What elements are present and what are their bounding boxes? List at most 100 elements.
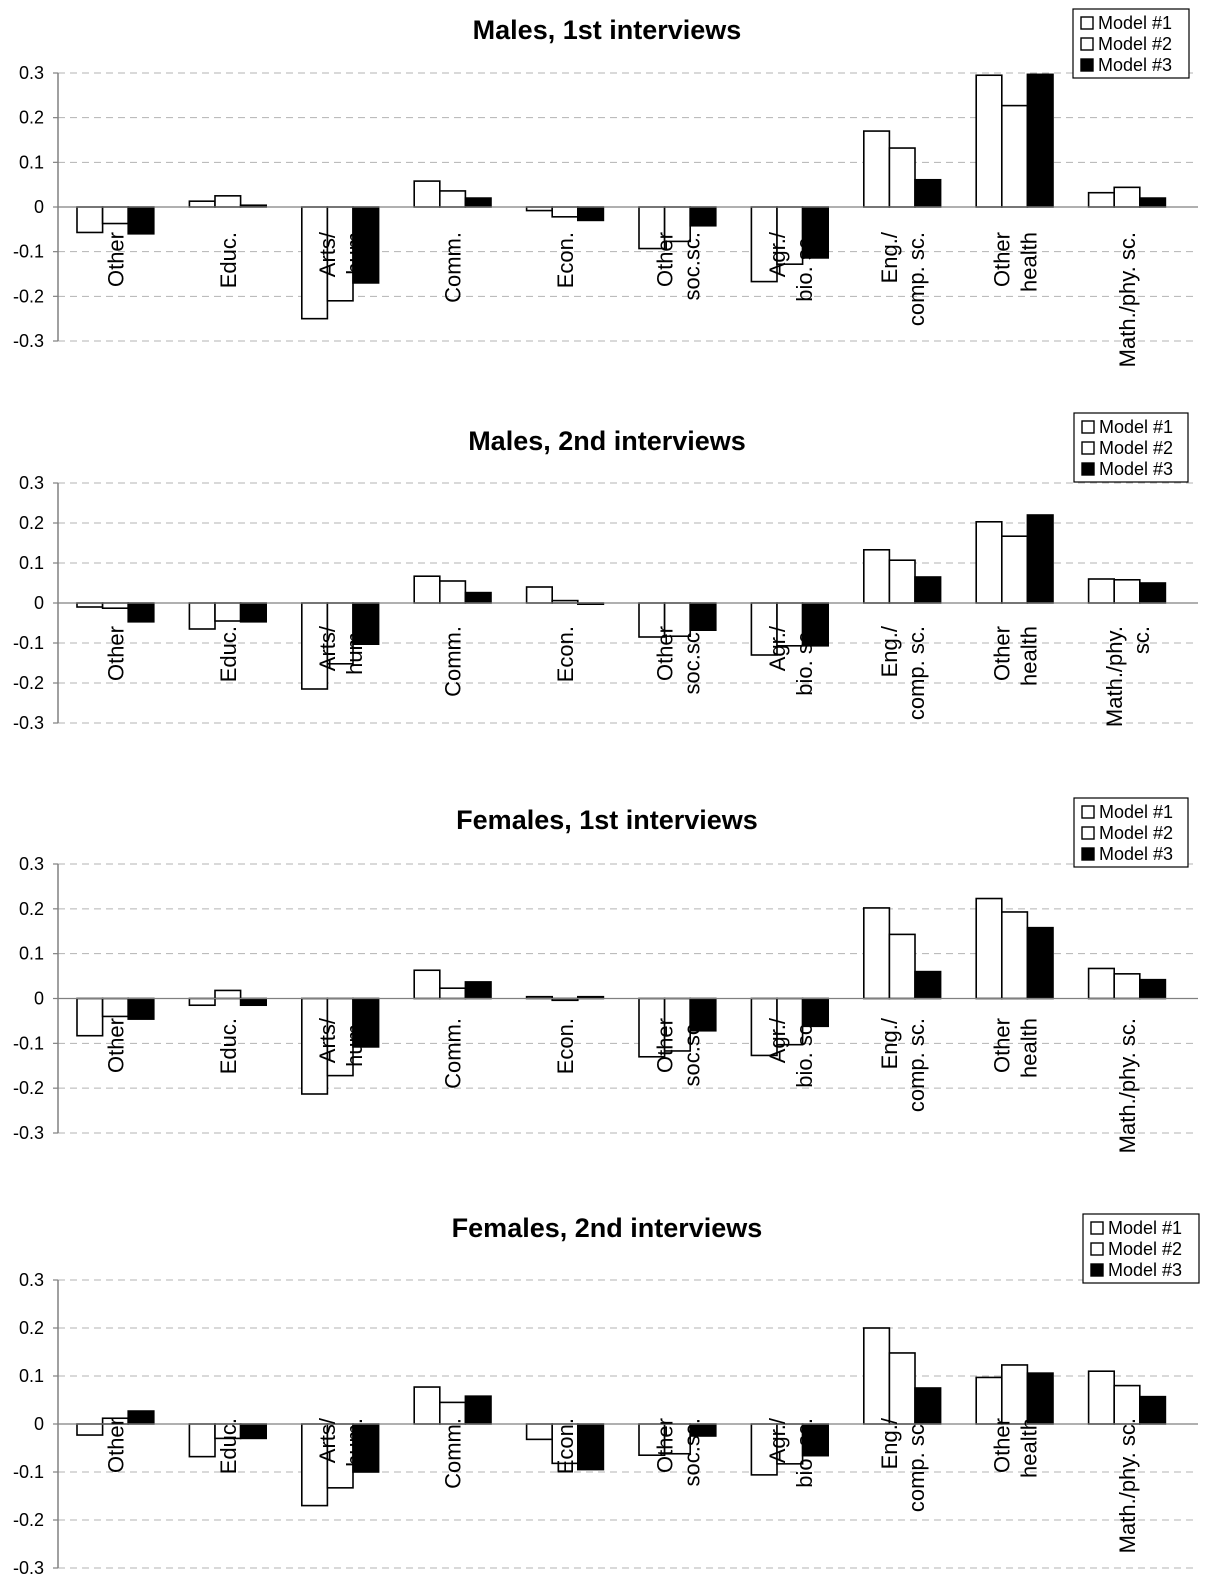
category-label: Othersoc.sc. <box>652 626 704 694</box>
y-tick-label: -0.1 <box>13 1033 44 1053</box>
y-tick-label: -0.2 <box>13 1510 44 1530</box>
category-label: Arts/hum. <box>315 1017 367 1067</box>
bar-model-3 <box>464 981 492 1000</box>
legend-label: Model #3 <box>1098 55 1172 75</box>
bar-model-2 <box>663 997 691 1052</box>
bar-model-2 <box>663 206 691 243</box>
legend-swatch <box>1090 1242 1104 1256</box>
category-label: Otherhealth <box>990 1018 1042 1078</box>
y-tick-label: -0.3 <box>13 1123 44 1143</box>
bar-model-3 <box>914 178 942 208</box>
y-tick-label: 0.2 <box>19 513 44 533</box>
bar-model-1 <box>975 897 1003 1000</box>
bar-model-3 <box>1139 197 1167 208</box>
category-label: Econ. <box>553 1418 578 1474</box>
chart-title: Females, 2nd interviews <box>452 1213 763 1243</box>
bar-model-2 <box>888 147 916 208</box>
bar-model-3 <box>464 591 492 604</box>
bar-model-3 <box>127 1410 155 1425</box>
bar-model-3 <box>239 997 268 1007</box>
bar-model-1 <box>300 1423 329 1507</box>
category-label: Agr./bio. sc. <box>765 1017 817 1088</box>
bar-model-1 <box>413 1386 441 1425</box>
legend-label: Model #2 <box>1108 1239 1182 1259</box>
bar-model-2 <box>663 602 691 638</box>
bar-model-2 <box>888 559 916 604</box>
bar-model-1 <box>862 907 891 1000</box>
bar-model-2 <box>438 987 467 1000</box>
bar-model-2 <box>438 190 467 208</box>
bar-model-2 <box>1000 104 1029 208</box>
bar-model-1 <box>76 206 104 234</box>
category-label: Eng./comp. sc. <box>877 1017 929 1112</box>
bar-model-1 <box>1087 1370 1115 1425</box>
bar-model-3 <box>127 602 155 623</box>
bar-model-3 <box>1026 1372 1054 1425</box>
bar-model-3 <box>239 602 268 623</box>
bar-model-3 <box>914 1387 942 1425</box>
chart-panel-4: Females, 2nd interviews 0.3 0.2 0.1 0 -0.1 -0.… <box>13 1213 1200 1578</box>
bar-model-2 <box>1113 186 1141 208</box>
y-tick-label: 0.3 <box>19 63 44 83</box>
category-label: Comm. <box>441 1418 466 1489</box>
y-tick-label: -0.3 <box>13 1558 44 1578</box>
bar-model-1 <box>750 206 778 283</box>
legend-swatch <box>1080 37 1094 51</box>
bar-model-3 <box>352 602 380 646</box>
chart-title: Males, 2nd interviews <box>468 426 746 456</box>
bar-model-1 <box>975 520 1003 604</box>
y-tick-label: -0.3 <box>13 331 44 351</box>
bar-model-3 <box>801 602 829 647</box>
category-label: Agr./bio. sc. <box>765 231 817 302</box>
bar-model-1 <box>638 206 666 250</box>
category-label: Othersoc.sc. <box>652 1418 704 1486</box>
y-tick-label: 0.2 <box>19 899 44 919</box>
bar-model-2 <box>888 933 916 1000</box>
y-tick-label: 0 <box>34 593 44 613</box>
y-tick-label: 0 <box>34 1414 44 1434</box>
y-tick-label: 0.3 <box>19 473 44 493</box>
category-label: Other <box>103 1018 128 1073</box>
category-label: Eng./comp. sc. <box>877 625 929 720</box>
category-label: Comm. <box>441 1018 466 1089</box>
legend-swatch <box>1081 805 1095 819</box>
bar-model-1 <box>1087 191 1115 208</box>
bar-model-2 <box>438 580 467 604</box>
category-label: Agr./bio. sc. <box>765 625 817 696</box>
bar-model-2 <box>101 602 129 609</box>
category-label: Othersoc.sc. <box>652 1018 704 1086</box>
y-tick-label: 0.2 <box>19 1318 44 1338</box>
bar-model-3 <box>352 997 380 1048</box>
category-label: Comm. <box>441 626 466 697</box>
bar-model-1 <box>862 1327 891 1425</box>
category-label: Comm. <box>441 232 466 303</box>
y-tick-label: 0.1 <box>19 1366 44 1386</box>
bar-model-1 <box>975 1376 1003 1425</box>
y-tick-label: -0.2 <box>13 673 44 693</box>
legend-swatch <box>1080 58 1094 72</box>
bar-model-1 <box>188 602 216 630</box>
bar-model-2 <box>326 206 354 302</box>
category-label: Educ. <box>216 626 241 682</box>
legend-label: Model #1 <box>1098 13 1172 33</box>
bar-model-2 <box>101 997 129 1018</box>
bar-model-3 <box>689 206 717 227</box>
y-tick-label: -0.3 <box>13 713 44 733</box>
legend-swatch <box>1081 462 1095 476</box>
bar-model-3 <box>801 997 829 1028</box>
bar-model-3 <box>801 1423 829 1457</box>
bar-model-2 <box>776 997 804 1046</box>
legend-swatch <box>1090 1221 1104 1235</box>
bar-model-2 <box>214 602 242 622</box>
bar-model-3 <box>914 576 942 604</box>
y-tick-label: 0.3 <box>19 1270 44 1290</box>
y-tick-label: -0.1 <box>13 1462 44 1482</box>
y-tick-label: -0.2 <box>13 286 44 306</box>
category-label: Other <box>103 232 128 287</box>
legend-label: Model #1 <box>1108 1218 1182 1238</box>
legend-swatch <box>1081 826 1095 840</box>
bar-model-1 <box>188 200 216 208</box>
